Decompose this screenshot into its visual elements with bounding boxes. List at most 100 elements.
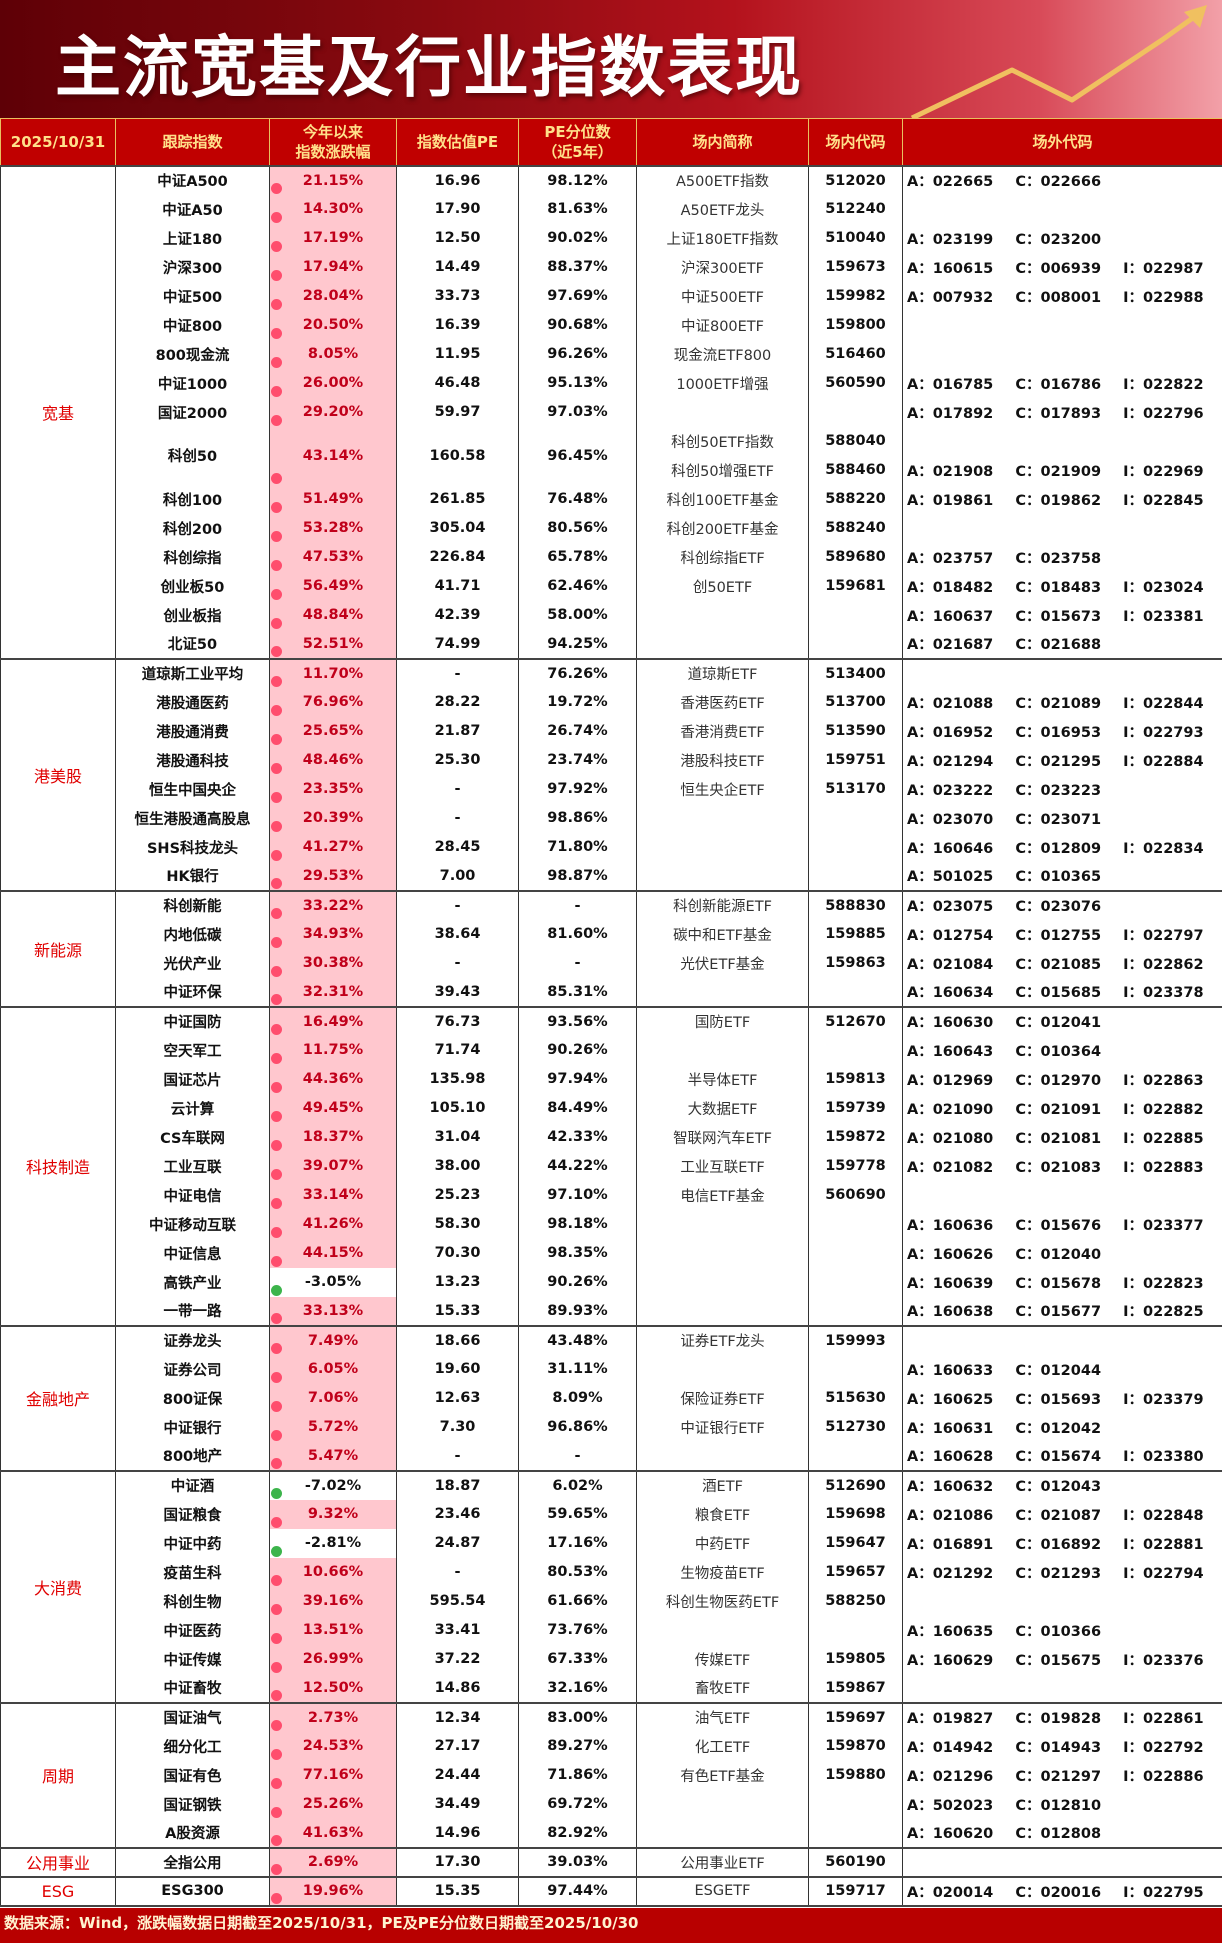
etf-code: 159657 xyxy=(808,1557,903,1587)
pe-value: 14.96 xyxy=(396,1818,519,1848)
etf-code: 512690 xyxy=(808,1469,903,1500)
etf-name: 油气ETF xyxy=(636,1701,809,1732)
etf-name: 科创50增强ETF xyxy=(636,455,809,485)
etf-name xyxy=(636,600,809,630)
pe-percentile: 71.80% xyxy=(518,832,637,862)
change-value: 56.49% xyxy=(302,578,364,594)
change-value: 76.96% xyxy=(302,694,364,710)
pe-percentile: 82.92% xyxy=(518,1818,637,1848)
table-row: 新能源 科创新能 33.22% - - 科创新能源ETF 588830 A：023075 C：… xyxy=(0,889,1222,1008)
otc-codes xyxy=(902,1673,1222,1703)
etf-name: A50ETF龙头 xyxy=(636,194,809,224)
index-name: 创业板50 xyxy=(115,571,270,601)
etf-code: 589680 xyxy=(808,542,903,572)
etf-code: 159697 xyxy=(808,1701,903,1732)
etf-name: 科创生物医药ETF xyxy=(636,1586,809,1616)
change-cell: 30.38% xyxy=(269,948,397,978)
pe-percentile: 42.33% xyxy=(518,1122,637,1152)
change-cell: 12.50% xyxy=(269,1673,397,1703)
pe-percentile: 93.56% xyxy=(518,1005,637,1036)
otc-codes: A：160638 C：015677 I：022825 xyxy=(902,1296,1222,1326)
table-row: 恒生港股通高股息 20.39% -98.86% A：023070 C：023071 xyxy=(1,803,1222,833)
index-name: 中证环保 xyxy=(115,977,270,1007)
change-cell: 33.14% xyxy=(269,1180,397,1210)
otc-codes xyxy=(902,339,1222,369)
change-cell: 14.30% xyxy=(269,194,397,224)
table-row: 创业板50 56.49% 41.71 62.46% 创50ETF 159681 A：0184… xyxy=(1,571,1222,601)
pe-value: 595.54 xyxy=(396,1586,519,1616)
etf-name: 保险证券ETF xyxy=(636,1383,809,1413)
table-row: 北证50 52.51% 74.99 94.25% A：021687 C：021688 xyxy=(1,629,1222,659)
group-label: 金融地产 xyxy=(0,1324,116,1472)
change-value: 16.49% xyxy=(302,1013,364,1030)
etf-code: 159698 xyxy=(808,1499,903,1529)
etf-name: 证券ETF龙头 xyxy=(636,1324,809,1355)
table-row: 800证保 7.06% 12.63 8.09% 保险证券ETF 515630 A：16062… xyxy=(1,1383,1222,1413)
etf-code: 159872 xyxy=(808,1122,903,1152)
pe-value: 160.58 xyxy=(396,426,519,485)
pe-value: 31.04 xyxy=(396,1122,519,1152)
pe-percentile: 97.92% xyxy=(518,774,637,804)
change-cell: 29.20% xyxy=(269,397,397,427)
change-value: 5.72% xyxy=(307,1419,359,1435)
pe-value: - xyxy=(396,948,519,978)
pe-percentile: 90.26% xyxy=(518,1035,637,1065)
change-cell: 28.04% xyxy=(269,281,397,311)
change-value: 19.96% xyxy=(302,1883,364,1899)
header-change-line1: 今年以来 xyxy=(302,122,363,141)
index-name: 中证酒 xyxy=(115,1469,270,1500)
table-row: 港股通科技 48.46% 25.30 23.74% 港股科技ETF 159751 A：021… xyxy=(1,745,1222,775)
index-name: 疫苗生科 xyxy=(115,1557,270,1587)
etf-code: 159805 xyxy=(808,1644,903,1674)
pe-percentile: 84.49% xyxy=(518,1093,637,1123)
up-dot-icon xyxy=(271,1457,282,1469)
change-value: 21.15% xyxy=(302,172,364,189)
source-footer: 数据来源：Wind，涨跌幅数据日期截至2025/10/31，PE及PE分位数日期… xyxy=(0,1908,1222,1943)
up-dot-icon xyxy=(271,1632,282,1644)
pe-percentile: 97.44% xyxy=(518,1875,637,1907)
etf-name: 创50ETF xyxy=(636,571,809,601)
pe-value: 23.46 xyxy=(396,1499,519,1529)
change-cell: 24.53% xyxy=(269,1731,397,1761)
change-cell: 47.53% xyxy=(269,542,397,572)
otc-codes: A：160633 C：012044 xyxy=(902,1354,1222,1384)
otc-codes: A：020014 C：020016 I：022795 xyxy=(902,1875,1222,1907)
etf-code: 512020 xyxy=(808,164,903,195)
change-cell: 51.49% xyxy=(269,484,397,514)
header-pct-line2: （近5年） xyxy=(542,142,613,161)
etf-code: 513170 xyxy=(808,774,903,804)
rising-arrow-icon xyxy=(910,5,1207,118)
change-value: 29.20% xyxy=(302,404,364,420)
otc-codes: A：022665 C：022666 xyxy=(902,164,1222,195)
etf-code: 159717 xyxy=(808,1875,903,1907)
up-dot-icon xyxy=(271,704,282,716)
index-name: 港股通消费 xyxy=(115,716,270,746)
table-row: 科创50增强ETF 588460 A：021908 C：021909 I：02296… xyxy=(1,455,1222,485)
etf-name: ESGETF xyxy=(636,1875,809,1907)
index-name: 中证中药 xyxy=(115,1528,270,1558)
otc-codes: A：012969 C：012970 I：022863 xyxy=(902,1064,1222,1094)
change-value: 20.39% xyxy=(302,810,364,826)
up-dot-icon xyxy=(271,1023,282,1035)
otc-codes xyxy=(902,657,1222,688)
change-value: 39.16% xyxy=(302,1593,364,1609)
change-value: 48.46% xyxy=(302,752,364,768)
etf-code: 159982 xyxy=(808,281,903,311)
change-cell: 21.15% xyxy=(269,164,397,195)
change-cell: -2.81% xyxy=(269,1528,397,1558)
pe-percentile: 98.87% xyxy=(518,861,637,891)
pe-value: 18.66 xyxy=(396,1324,519,1355)
change-cell: 9.32% xyxy=(269,1499,397,1529)
etf-name xyxy=(636,1354,809,1384)
index-name: 全指公用 xyxy=(115,1846,270,1877)
etf-name: 科创综指ETF xyxy=(636,542,809,572)
up-dot-icon xyxy=(271,907,282,919)
up-dot-icon xyxy=(271,936,282,948)
change-value: 53.28% xyxy=(302,520,364,536)
pe-percentile: 59.65% xyxy=(518,1499,637,1529)
etf-name xyxy=(636,1789,809,1819)
up-dot-icon xyxy=(271,617,282,629)
otc-codes: A：016952 C：016953 I：022793 xyxy=(902,716,1222,746)
pe-percentile: 32.16% xyxy=(518,1673,637,1703)
pe-value: 16.96 xyxy=(396,164,519,195)
